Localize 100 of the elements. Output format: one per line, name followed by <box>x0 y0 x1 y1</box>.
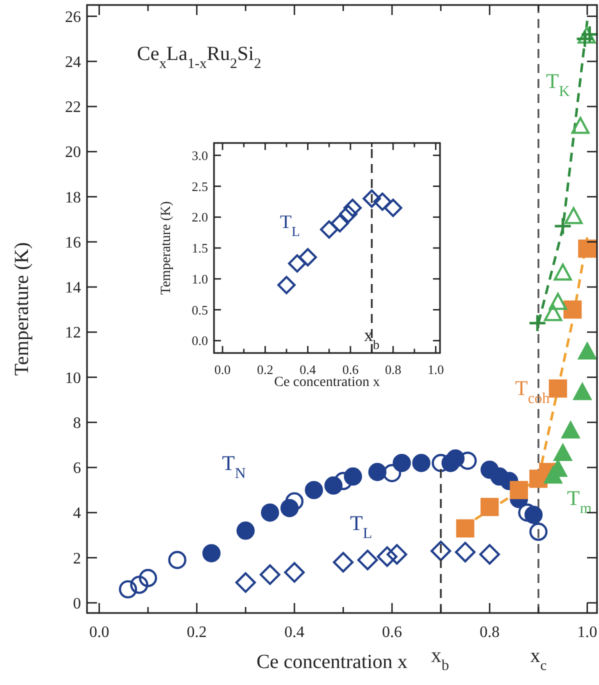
point <box>298 248 317 266</box>
point <box>260 504 280 522</box>
point <box>130 576 148 594</box>
point <box>277 276 296 294</box>
y-tick-label: 2.5 <box>192 178 208 194</box>
point <box>392 454 411 472</box>
point <box>386 544 408 565</box>
point <box>362 189 381 208</box>
x-tick-label: 0.4 <box>284 624 304 641</box>
y-tick-label: 14 <box>65 280 81 297</box>
point <box>339 204 358 224</box>
y-tick-label: 6 <box>73 460 81 478</box>
point <box>304 480 324 500</box>
ref-line-label: x$_{b}$ <box>364 325 380 352</box>
point <box>510 480 528 500</box>
point <box>580 25 599 44</box>
x-tick-label: 1.0 <box>577 624 598 641</box>
x-tick-label: 0.8 <box>480 624 500 641</box>
point <box>357 550 378 570</box>
point <box>578 342 596 360</box>
point <box>446 449 465 468</box>
x-tick-label: 1.0 <box>428 362 444 377</box>
point <box>384 198 402 218</box>
point <box>529 522 548 541</box>
annotation: Ce$_{x}$La$_{1-x}$Ru$_{2}$Si$_{2}$ <box>137 43 262 72</box>
series-label: T$_{L}$ <box>350 511 372 542</box>
point <box>285 492 304 510</box>
point <box>168 550 186 570</box>
series-label: T$_{N}$ <box>222 451 246 482</box>
y-tick-label: 2 <box>73 550 81 568</box>
y-tick-label: 20 <box>65 144 81 162</box>
point <box>554 444 572 462</box>
point <box>524 506 543 524</box>
point <box>571 116 590 134</box>
x-axis-title: Ce concentration x <box>274 375 380 390</box>
y-tick-label: 26 <box>65 8 81 26</box>
series-label: x$_{b}$ <box>430 643 450 674</box>
point <box>412 454 430 472</box>
y-tick-label: 24 <box>65 54 81 71</box>
series-label: T$_{K}$ <box>546 69 570 100</box>
point <box>562 421 580 438</box>
point <box>235 572 256 593</box>
x-tick-label: 0.0 <box>214 362 231 377</box>
x-tick-label: 0.6 <box>382 624 402 641</box>
point <box>382 464 402 482</box>
point <box>343 198 362 218</box>
point <box>554 216 572 236</box>
point <box>528 314 547 332</box>
x-tick-label: 0.2 <box>186 624 207 641</box>
point <box>320 220 338 239</box>
point <box>564 300 582 319</box>
point <box>288 254 306 273</box>
y-tick-label: 0.5 <box>192 302 208 318</box>
y-tick-label: 3.0 <box>192 148 208 163</box>
y-axis-title: Temperature (K) <box>159 200 174 295</box>
point <box>202 544 221 562</box>
point <box>376 546 398 567</box>
point <box>479 544 500 565</box>
point <box>236 522 255 540</box>
point <box>344 467 362 486</box>
x-axis-title: Ce concentration x <box>256 651 408 673</box>
point <box>454 542 476 562</box>
point <box>576 30 594 48</box>
y-tick-label: 1.5 <box>192 240 208 256</box>
x-tick-label: 0.0 <box>89 624 110 641</box>
point <box>480 498 499 516</box>
y-tick-label: 8 <box>73 414 81 432</box>
point <box>573 383 592 400</box>
y-tick-label: 10 <box>65 370 81 387</box>
point <box>118 580 138 598</box>
x-tick-label: 0.8 <box>384 362 402 377</box>
point <box>548 292 568 310</box>
y-tick-label: 4 <box>73 505 81 522</box>
y-tick-label: 2.0 <box>192 210 208 225</box>
y-tick-label: 22 <box>65 99 81 116</box>
series-label: T$_{L}$ <box>280 212 300 238</box>
point <box>544 304 562 322</box>
point <box>564 207 583 224</box>
point <box>554 264 572 281</box>
y-tick-label: 12 <box>65 324 81 342</box>
point <box>138 568 158 588</box>
point <box>330 214 349 232</box>
point <box>578 26 596 44</box>
y-axis-title: Temperature (K) <box>11 242 33 376</box>
x-tick-label: 0.2 <box>257 362 274 377</box>
point <box>332 552 354 573</box>
point <box>456 519 474 538</box>
point <box>260 564 280 585</box>
x-tick-label: 0.4 <box>300 362 316 377</box>
point <box>368 462 386 482</box>
point <box>578 240 596 258</box>
y-tick-label: 16 <box>65 234 81 252</box>
point <box>458 452 477 470</box>
point <box>324 476 343 495</box>
y-tick-label: 18 <box>65 189 81 206</box>
ref-line-label: x$_{c}$ <box>530 645 547 674</box>
y-tick-label: 1.0 <box>192 271 208 286</box>
point <box>284 562 305 583</box>
x-tick-label: 0.6 <box>342 362 360 377</box>
point <box>430 540 452 562</box>
